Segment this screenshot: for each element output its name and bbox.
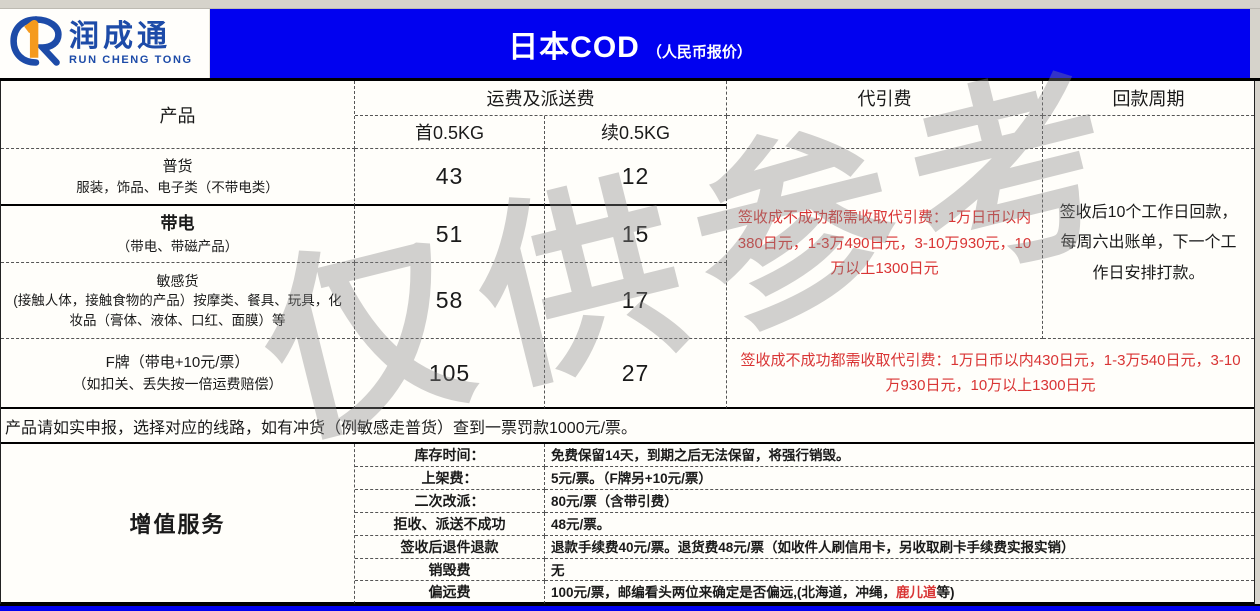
runchengtong-logo-icon [8, 14, 64, 73]
next-weight-fee: 12 [545, 149, 727, 206]
page-title: 日本COD [508, 30, 640, 64]
cod-fee-note-general: 签收成不成功都需收取代引费：1万日币以内380日元，1-3万490日元，3-10… [727, 149, 1043, 339]
spreadsheet-top-strip [0, 0, 1260, 9]
service-label: 二次改派： [355, 490, 545, 513]
service-label: 签收后退件退款 [355, 536, 545, 559]
value-added-services-title: 增值服务 [1, 444, 355, 604]
col-header-next-weight: 续0.5KG [545, 116, 727, 149]
logo-box: 润成通 RUN CHENG TONG [0, 9, 210, 78]
service-label: 偏远费 [355, 581, 545, 604]
right-gray-edge [1255, 81, 1260, 604]
service-value: 无 [545, 559, 1254, 581]
product-desc: (接触人体，接触食物的产品）按摩类、餐具、玩具，化妆品（膏体、液体、口红、面膜）… [13, 293, 342, 328]
service-value: 80元/票（含带引费） [545, 490, 1254, 513]
service-value-suffix: 等) [936, 585, 955, 600]
first-weight-fee: 58 [355, 263, 545, 339]
page-subtitle: （人民币报价） [646, 43, 752, 61]
next-weight-fee: 15 [545, 206, 727, 263]
product-name-cell: F牌（带电+10元/票） （如扣关、丢失按一倍运费赔偿） [1, 339, 355, 409]
product-name: 带电 [160, 213, 195, 233]
col-header-product: 产品 [1, 81, 355, 149]
next-weight-fee: 17 [545, 263, 727, 339]
product-name: F牌（带电+10元/票） [105, 353, 250, 371]
rate-table: 产品 运费及派送费 代引费 回款周期 首0.5KG 续0.5KG 普货 服装，饰… [0, 81, 1255, 604]
service-value: 退款手续费40元/票。退货费48元/票（如收件人刷信用卡，另收取刷卡手续费实报实… [545, 536, 1254, 559]
col-header-first-weight: 首0.5KG [355, 116, 545, 149]
product-name: 普货 [162, 157, 193, 175]
service-value: 5元/票。（F牌另+10元/票） [545, 467, 1254, 490]
product-desc: （如扣关、丢失按一倍运费赔偿） [72, 375, 283, 392]
product-name-cell: 敏感货 (接触人体，接触食物的产品）按摩类、餐具、玩具，化妆品（膏体、液体、口红… [1, 263, 355, 339]
logo-en: RUN CHENG TONG [69, 53, 193, 66]
service-label: 销毁费 [355, 559, 545, 581]
first-weight-fee: 43 [355, 149, 545, 206]
table-area: 产品 运费及派送费 代引费 回款周期 首0.5KG 续0.5KG 普货 服装，饰… [0, 81, 1260, 604]
col-header-payment-cycle: 回款周期 [1043, 81, 1254, 116]
first-weight-fee: 51 [355, 206, 545, 263]
service-value: 100元/票，邮编看头两位来确定是否偏远,(北海道，冲绳， 鹿儿道 等) [545, 581, 1254, 604]
header-right-sliver [1250, 9, 1260, 78]
next-weight-fee: 27 [545, 339, 727, 409]
service-value: 48元/票。 [545, 513, 1254, 536]
logo-zh: 润成通 [69, 19, 171, 53]
product-desc: （带电、带磁产品） [116, 238, 239, 254]
service-label: 拒收、派送不成功 [355, 513, 545, 536]
declaration-note: 产品请如实申报，选择对应的线路，如有冲货（例敏感走普货）查到一票罚款1000元/… [1, 409, 1254, 444]
service-label: 上架费： [355, 467, 545, 490]
product-name-cell: 普货 服装，饰品、电子类（不带电类） [1, 149, 355, 206]
col-header-cod-fee: 代引费 [727, 81, 1043, 116]
product-desc: 服装，饰品、电子类（不带电类） [76, 179, 279, 195]
cod-fee-note-fpai: 签收成不成功都需收取代引费：1万日币以内430日元，1-3万540日元，3-10… [727, 339, 1254, 409]
title-banner: 日本COD （人民币报价） [210, 9, 1250, 78]
product-name-cell: 带电 （带电、带磁产品） [1, 206, 355, 263]
service-label: 库存时间： [355, 444, 545, 467]
title-banner-inner: 日本COD （人民币报价） [508, 22, 752, 66]
cod-fee-header-spacer [727, 116, 1043, 149]
payment-cycle-note: 签收后10个工作日回款，每周六出账单，下一个工作日安排打款。 [1043, 149, 1254, 339]
logo-text: 润成通 RUN CHENG TONG [69, 19, 193, 66]
bottom-blue-bar [0, 604, 1260, 611]
product-name: 敏感货 [156, 272, 199, 289]
col-header-shipping: 运费及派送费 [355, 81, 727, 116]
header-band: 润成通 RUN CHENG TONG 日本COD （人民币报价） [0, 9, 1260, 81]
payment-cycle-header-spacer [1043, 116, 1254, 149]
service-value-highlight: 鹿儿道 [896, 585, 937, 600]
service-value-prefix: 100元/票，邮编看头两位来确定是否偏远,(北海道，冲绳， [551, 585, 897, 600]
first-weight-fee: 105 [355, 339, 545, 409]
service-value: 免费保留14天，到期之后无法保留，将强行销毁。 [545, 444, 1254, 467]
